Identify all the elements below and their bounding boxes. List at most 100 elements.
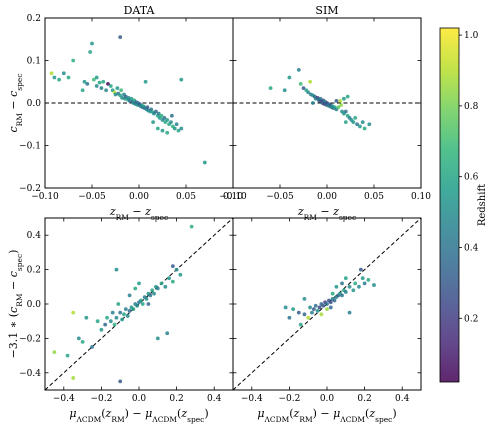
data-point [71,58,76,63]
data-point [90,345,94,349]
data-point [367,122,372,127]
data-point [283,305,288,310]
data-point [165,130,170,135]
data-point [103,322,108,327]
x-tick-label: 0.0 [132,394,147,404]
y-tick-label: 0.4 [27,231,42,241]
scatter-panel-3: −0.4 −0.2 0.0 0.2 0.4 −0.4 −0.2 0.0 0.2 0.4 μΛCDM(… [7,217,234,424]
data-point [91,77,96,82]
data-point [90,41,94,46]
data-point [150,288,155,293]
y-axis-label: cRM − cspec [7,73,24,132]
data-point [145,105,150,110]
data-point [52,75,57,80]
colorbar-tick-label: 0.4 [464,243,479,253]
colorbar-label: Redshift [477,184,488,226]
data-point [156,111,161,116]
data-point [308,305,312,310]
x-tick-label: −0.10 [31,192,59,202]
data-point [85,81,90,86]
x-tick-label: −0.05 [266,192,294,202]
data-point [328,300,333,305]
data-point [165,331,170,336]
data-point [138,298,143,303]
data-point [155,336,160,341]
data-point [343,276,348,281]
data-point [57,77,61,82]
data-point [360,120,365,125]
data-point [351,120,356,125]
x-tick-label: 0.2 [169,394,183,404]
data-point [71,310,76,315]
y-tick-label: −0.1 [19,142,41,152]
data-point [325,302,329,306]
data-point [311,101,315,105]
y-tick-label: −0.2 [19,334,41,344]
data-point [366,278,371,282]
y-axis-label: −3.1 ∗ (cRM − cspec) [7,250,24,359]
data-point [310,310,314,315]
data-point [287,315,292,320]
y-tick-label: 0.2 [27,266,41,276]
data-point [296,310,301,315]
data-point [115,86,120,91]
data-point [311,307,316,312]
data-point [167,276,171,281]
data-point [328,305,333,310]
data-point [342,96,346,101]
data-point [179,77,184,82]
data-point [108,319,113,324]
x-tick-label: −0.2 [90,394,112,404]
data-point [160,128,165,133]
data-point [114,267,119,272]
data-point [355,122,359,127]
data-point [94,84,99,88]
data-point [133,286,138,291]
data-point [301,86,306,91]
scatter-panel-1: −0.10 −0.05 0.00 0.05 0.10 −0.2 −0.1 0.0 0.1 0.2 D… [7,4,243,222]
data-point [343,120,348,125]
data-point [127,308,132,313]
data-point [174,122,179,127]
data-point [80,88,85,93]
data-point [362,281,367,286]
colorbar-tick-label: 1.0 [464,31,479,41]
data-point [334,284,339,289]
data-point [101,79,106,84]
data-point [287,75,292,80]
data-point [325,307,329,312]
data-point [112,322,117,327]
data-point [104,88,108,93]
data-point [99,327,104,332]
data-point [143,79,148,84]
x-tick-label: 0.2 [357,394,371,404]
data-point [65,353,70,358]
x-tick-label: −0.05 [78,192,106,202]
data-point [338,98,343,103]
data-point [169,120,173,125]
data-point [176,128,181,133]
data-point [165,118,170,122]
data-point [343,109,348,114]
data-point [282,88,287,93]
data-point [151,120,156,125]
data-point [345,94,350,99]
data-point [122,312,126,317]
data-point [353,115,358,120]
data-point [106,81,110,86]
data-point [321,303,326,308]
panel-title: SIM [315,4,338,17]
x-tick-label: 0.0 [320,394,335,404]
data-point [144,296,149,301]
x-axis-label: μΛCDM(zRM) − μΛCDM(zspec) [257,407,396,424]
data-point [306,315,311,320]
x-tick-label: 0.10 [223,192,243,202]
data-point [123,307,128,312]
data-point [170,113,174,118]
data-point [66,75,71,80]
data-point [49,71,54,76]
x-tick-label: −0.4 [241,394,263,404]
data-point [155,126,160,131]
data-point [149,107,154,112]
data-point [339,103,343,108]
